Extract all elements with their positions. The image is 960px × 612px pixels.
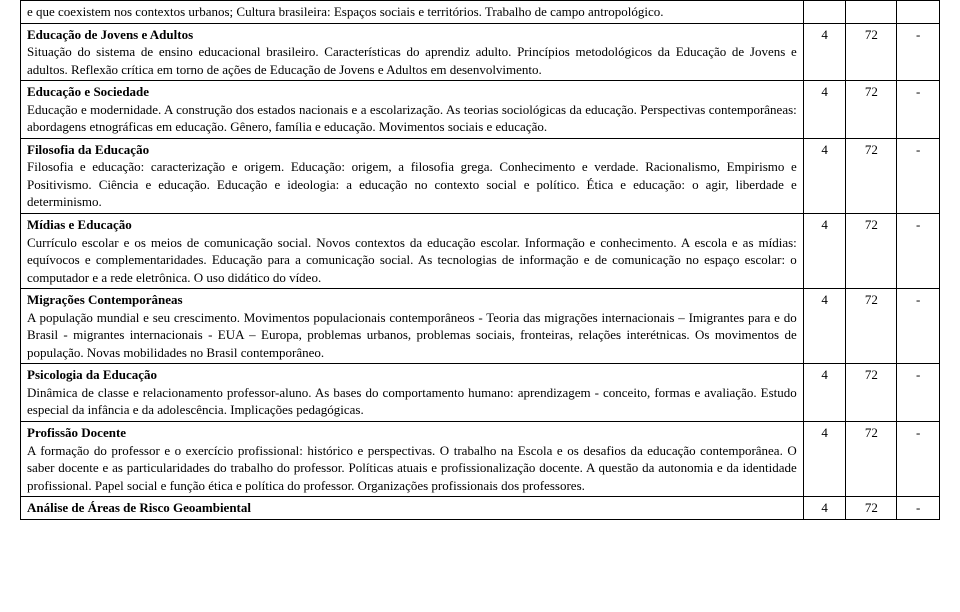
table-row: Filosofia da EducaçãoFilosofia e educaçã… — [21, 138, 940, 213]
page: e que coexistem nos contextos urbanos; C… — [0, 0, 960, 520]
course-title: Migrações Contemporâneas — [27, 291, 797, 309]
col-extra: - — [897, 364, 940, 422]
col-hours: 72 — [846, 214, 897, 289]
table-row: e que coexistem nos contextos urbanos; C… — [21, 1, 940, 24]
course-description: Filosofia e educação: caracterização e o… — [27, 158, 797, 211]
col-credits: 4 — [803, 214, 846, 289]
table-row: Migrações ContemporâneasA população mund… — [21, 289, 940, 364]
col-hours: 72 — [846, 422, 897, 497]
col-extra: - — [897, 422, 940, 497]
col-credits: 4 — [803, 138, 846, 213]
course-description: Situação do sistema de ensino educaciona… — [27, 43, 797, 78]
curriculum-table: e que coexistem nos contextos urbanos; C… — [20, 0, 940, 520]
table-row: Psicologia da EducaçãoDinâmica de classe… — [21, 364, 940, 422]
table-row: Educação de Jovens e AdultosSituação do … — [21, 23, 940, 81]
col-hours: 72 — [846, 23, 897, 81]
course-title: Psicologia da Educação — [27, 366, 797, 384]
table-row: Profissão DocenteA formação do professor… — [21, 422, 940, 497]
course-cell: Educação e SociedadeEducação e modernida… — [21, 81, 804, 139]
course-title: Educação e Sociedade — [27, 83, 797, 101]
col-extra: - — [897, 497, 940, 520]
col-hours: 72 — [846, 81, 897, 139]
course-description: A formação do professor e o exercício pr… — [27, 442, 797, 495]
course-cell: Análise de Áreas de Risco Geoambiental — [21, 497, 804, 520]
col-hours: 72 — [846, 364, 897, 422]
col-credits: 4 — [803, 422, 846, 497]
col-extra: - — [897, 289, 940, 364]
course-title: Educação de Jovens e Adultos — [27, 26, 797, 44]
col-credits: 4 — [803, 497, 846, 520]
course-description: e que coexistem nos contextos urbanos; C… — [27, 3, 797, 21]
course-description: Dinâmica de classe e relacionamento prof… — [27, 384, 797, 419]
col-extra: - — [897, 214, 940, 289]
course-description: Currículo escolar e os meios de comunica… — [27, 234, 797, 287]
col-hours: 72 — [846, 138, 897, 213]
table-row: Educação e SociedadeEducação e modernida… — [21, 81, 940, 139]
col-credits — [803, 1, 846, 24]
course-description: Educação e modernidade. A construção dos… — [27, 101, 797, 136]
course-cell: e que coexistem nos contextos urbanos; C… — [21, 1, 804, 24]
col-hours — [846, 1, 897, 24]
table-row: Mídias e EducaçãoCurrículo escolar e os … — [21, 214, 940, 289]
col-extra: - — [897, 23, 940, 81]
course-title: Análise de Áreas de Risco Geoambiental — [27, 499, 797, 517]
col-credits: 4 — [803, 289, 846, 364]
course-cell: Migrações ContemporâneasA população mund… — [21, 289, 804, 364]
col-extra: - — [897, 138, 940, 213]
course-description: A população mundial e seu crescimento. M… — [27, 309, 797, 362]
course-cell: Filosofia da EducaçãoFilosofia e educaçã… — [21, 138, 804, 213]
col-hours: 72 — [846, 497, 897, 520]
col-extra: - — [897, 81, 940, 139]
table-row: Análise de Áreas de Risco Geoambiental 47… — [21, 497, 940, 520]
col-credits: 4 — [803, 23, 846, 81]
course-title: Filosofia da Educação — [27, 141, 797, 159]
course-cell: Mídias e EducaçãoCurrículo escolar e os … — [21, 214, 804, 289]
course-title: Mídias e Educação — [27, 216, 797, 234]
col-hours: 72 — [846, 289, 897, 364]
col-credits: 4 — [803, 364, 846, 422]
course-cell: Educação de Jovens e AdultosSituação do … — [21, 23, 804, 81]
course-title: Profissão Docente — [27, 424, 797, 442]
col-extra — [897, 1, 940, 24]
course-cell: Profissão DocenteA formação do professor… — [21, 422, 804, 497]
course-cell: Psicologia da EducaçãoDinâmica de classe… — [21, 364, 804, 422]
col-credits: 4 — [803, 81, 846, 139]
